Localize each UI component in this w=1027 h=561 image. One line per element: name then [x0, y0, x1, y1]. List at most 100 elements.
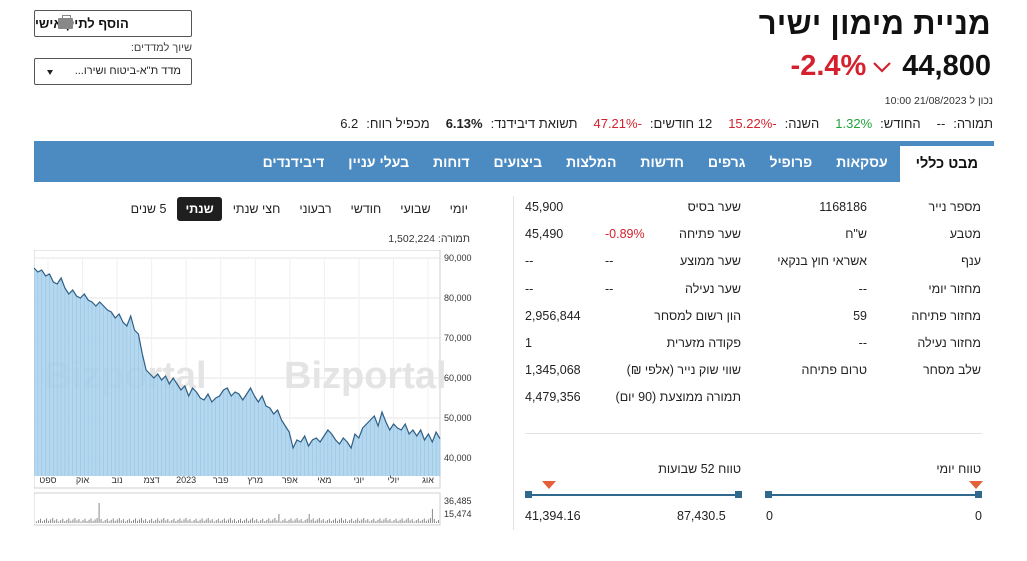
detail-value: --	[858, 281, 867, 296]
volume-bar	[355, 519, 357, 524]
tab-stakeholders[interactable]: בעלי עניין	[348, 153, 410, 170]
period-quarterly[interactable]: רבעוני	[299, 202, 332, 216]
volume-bar	[110, 519, 112, 524]
price-chart[interactable]: Bizportal Bizportal 90,00080,00070,00060…	[34, 250, 476, 530]
volume-bar	[76, 520, 78, 523]
volume-bar	[300, 519, 302, 523]
volume-bar	[429, 518, 431, 523]
daily-range-end	[975, 491, 982, 498]
detail-value: ש"ח	[845, 227, 867, 242]
volume-bar	[286, 521, 288, 523]
tab-profile[interactable]: פרופיל	[769, 153, 813, 170]
volume-bar	[383, 519, 385, 523]
volume-bar	[288, 519, 290, 524]
price-row: 44,800 -2.4%	[791, 50, 991, 83]
week52-range-end	[735, 491, 742, 498]
volume-bar	[173, 518, 175, 523]
volume-bar	[365, 520, 367, 523]
volume-bar	[203, 520, 205, 523]
tab-recommendations[interactable]: המלצות	[566, 153, 617, 170]
tab-news[interactable]: חדשות	[640, 153, 684, 170]
volume-bar	[254, 520, 256, 523]
volume-bar	[399, 519, 401, 524]
volume-bar	[258, 521, 260, 523]
volume-bar	[108, 521, 110, 523]
section-divider	[525, 433, 982, 434]
stat-label: השנה:	[784, 116, 820, 131]
period-weekly[interactable]: שבועי	[400, 202, 431, 216]
volume-bar	[62, 518, 64, 523]
volume-bar	[308, 514, 310, 523]
tab-transactions[interactable]: עסקאות	[836, 153, 888, 170]
volume-bar	[282, 520, 284, 523]
index-select[interactable]: מדד ת"א-ביטוח ושירו...	[34, 58, 192, 85]
volume-bar	[306, 518, 308, 523]
volume-bar	[219, 521, 221, 523]
volume-bar	[165, 520, 167, 523]
volume-bar	[351, 518, 353, 523]
volume-bar	[217, 518, 219, 523]
detail-label: מחזור יומי	[928, 281, 981, 296]
volume-bar	[38, 520, 39, 523]
volume-bar	[290, 518, 292, 524]
x-tick-label: אוג	[422, 475, 434, 485]
y-tick-label: 40,000	[444, 453, 472, 463]
current-price: 44,800	[902, 50, 991, 82]
volume-bar	[393, 520, 395, 523]
volume-bar	[213, 521, 215, 523]
volume-bar	[425, 520, 427, 523]
volume-bar	[328, 518, 330, 523]
stat-value: -47.21%	[593, 116, 642, 131]
period-yearly[interactable]: שנתי	[177, 197, 222, 221]
volume-bar	[84, 518, 86, 523]
volume-bar	[302, 521, 304, 523]
period-monthly[interactable]: חודשי	[350, 202, 382, 216]
volume-bar	[52, 518, 54, 523]
volume-bar	[413, 521, 415, 523]
tab-graphs[interactable]: גרפים	[707, 153, 746, 170]
tab-dividends[interactable]: דיבידנדים	[262, 153, 325, 170]
detail-label: שווי שוק נייר (אלפי ₪)	[626, 363, 741, 378]
volume-bar	[137, 520, 138, 523]
volume-bar	[46, 518, 48, 524]
volume-bar	[88, 519, 90, 524]
detail-label: שער פתיחה	[679, 227, 741, 242]
volume-bar	[268, 518, 270, 524]
volume-bar	[427, 519, 429, 523]
tab-reports[interactable]: דוחות	[433, 153, 470, 170]
detail-label: מטבע	[949, 227, 981, 242]
period-half-year[interactable]: חצי שנתי	[232, 202, 281, 216]
stat-value: 1.32%	[835, 116, 873, 131]
volume-bar	[183, 519, 185, 523]
add-to-portfolio-button[interactable]: הוסף לתיק אישי	[34, 10, 192, 37]
volume-bar	[310, 519, 312, 524]
volume-bar	[207, 518, 209, 523]
x-tick-label: אפר	[282, 475, 298, 485]
period-5-years[interactable]: 5 שנים	[130, 202, 167, 216]
detail-label: שער ממוצע	[679, 254, 741, 269]
x-tick-label: יוני	[354, 475, 365, 485]
volume-bar	[133, 519, 134, 524]
y-tick-label: 70,000	[444, 333, 472, 343]
period-selector: יומי שבועי חודשי רבעוני חצי שנתי שנתי 5 …	[34, 197, 476, 221]
volume-bar	[135, 518, 136, 524]
volume-bar	[389, 519, 391, 523]
volume-tick: 15,474	[444, 509, 472, 519]
price-change: -2.4%	[790, 50, 867, 82]
period-daily[interactable]: יומי	[449, 202, 468, 216]
volume-bar	[177, 519, 179, 524]
tab-overview[interactable]: מבט כללי	[899, 146, 994, 182]
x-tick-label: ספט	[39, 475, 56, 485]
stat-value: -15.22%	[728, 116, 777, 131]
volume-bar	[407, 518, 409, 523]
stat-pe-ratio: מכפיל רווח: 6.2	[340, 116, 430, 131]
tab-performance[interactable]: ביצועים	[493, 153, 543, 170]
volume-bar	[106, 518, 108, 523]
volume-bar	[367, 519, 369, 523]
detail-value: 4,479,356	[525, 390, 581, 405]
stats-row: תמורה: -- החודש: 1.32% השנה: -15.22% 12 חוד…	[324, 116, 993, 131]
volume-bar	[147, 521, 149, 523]
volume-bar	[294, 519, 296, 523]
volume-bar	[50, 519, 52, 523]
volume-bar	[151, 518, 153, 523]
